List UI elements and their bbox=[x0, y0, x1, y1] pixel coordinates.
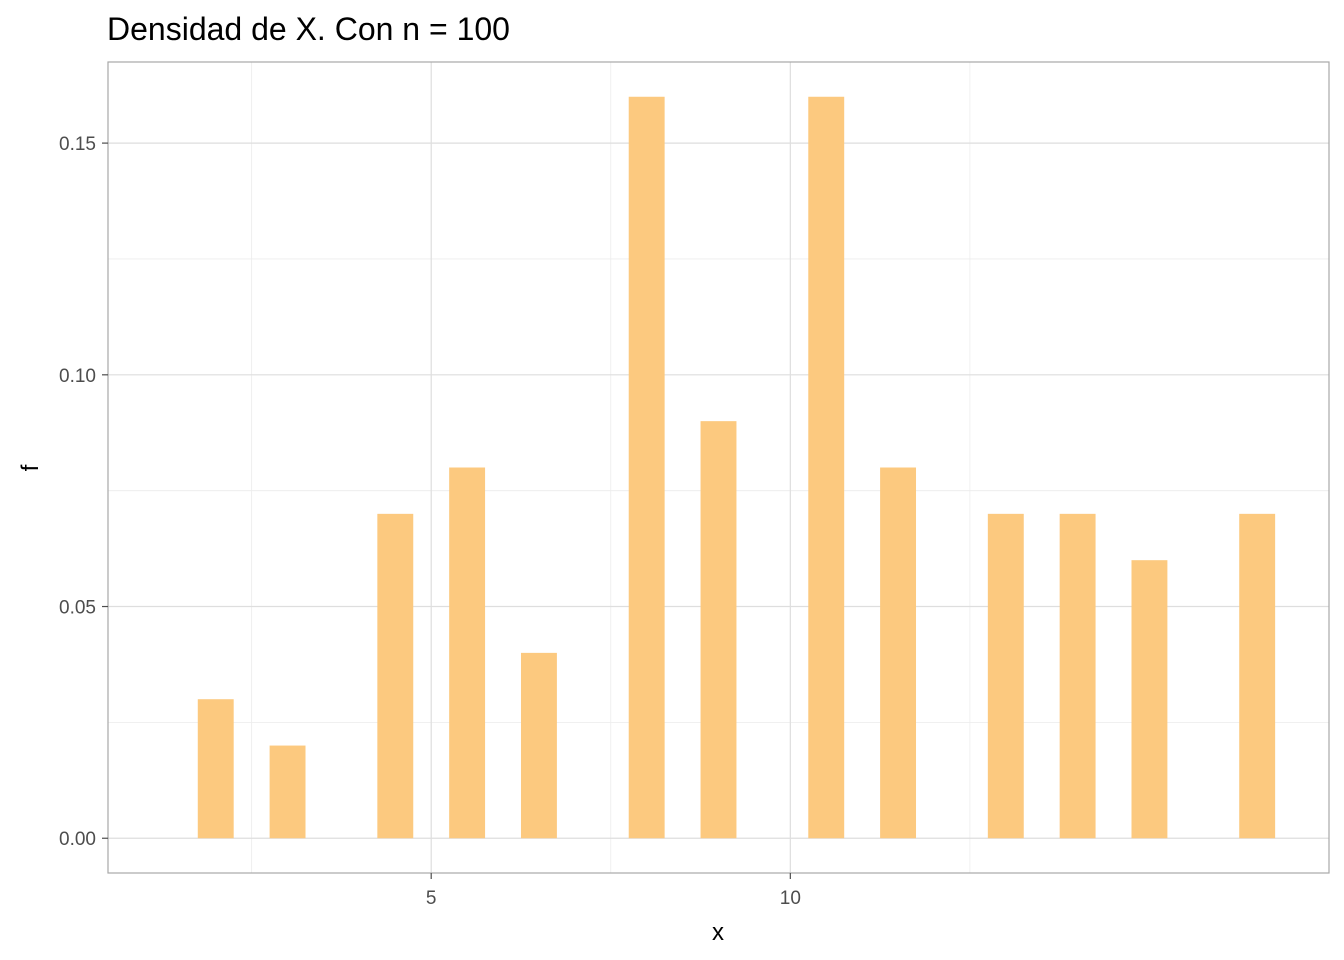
panel-border bbox=[107, 61, 1330, 874]
bar bbox=[449, 467, 486, 839]
x-axis-label: x bbox=[712, 919, 724, 946]
bar bbox=[377, 513, 414, 839]
bar bbox=[197, 699, 234, 839]
bar bbox=[808, 96, 845, 839]
x-tick-label: 10 bbox=[780, 888, 801, 909]
bar bbox=[1131, 560, 1168, 839]
bar bbox=[987, 513, 1024, 839]
y-tick-label: 0.10 bbox=[59, 366, 96, 387]
chart-title: Densidad de X. Con n = 100 bbox=[107, 11, 510, 47]
bar bbox=[520, 652, 557, 839]
x-tick-label: 5 bbox=[426, 888, 437, 909]
y-tick-label: 0.05 bbox=[59, 598, 96, 619]
grid bbox=[108, 62, 1329, 873]
bar bbox=[1059, 513, 1096, 839]
y-axis-label: f bbox=[17, 464, 44, 471]
bars bbox=[197, 96, 1276, 839]
bar bbox=[880, 467, 917, 839]
bar bbox=[700, 421, 737, 839]
bar bbox=[1239, 513, 1276, 839]
y-tick-label: 0.00 bbox=[59, 829, 96, 850]
bar bbox=[269, 745, 306, 839]
bar bbox=[628, 96, 665, 839]
y-axis: 0.00 0.05 0.10 0.15 bbox=[59, 134, 108, 850]
y-tick-label: 0.15 bbox=[59, 134, 96, 155]
x-axis: 5 10 bbox=[426, 873, 801, 909]
